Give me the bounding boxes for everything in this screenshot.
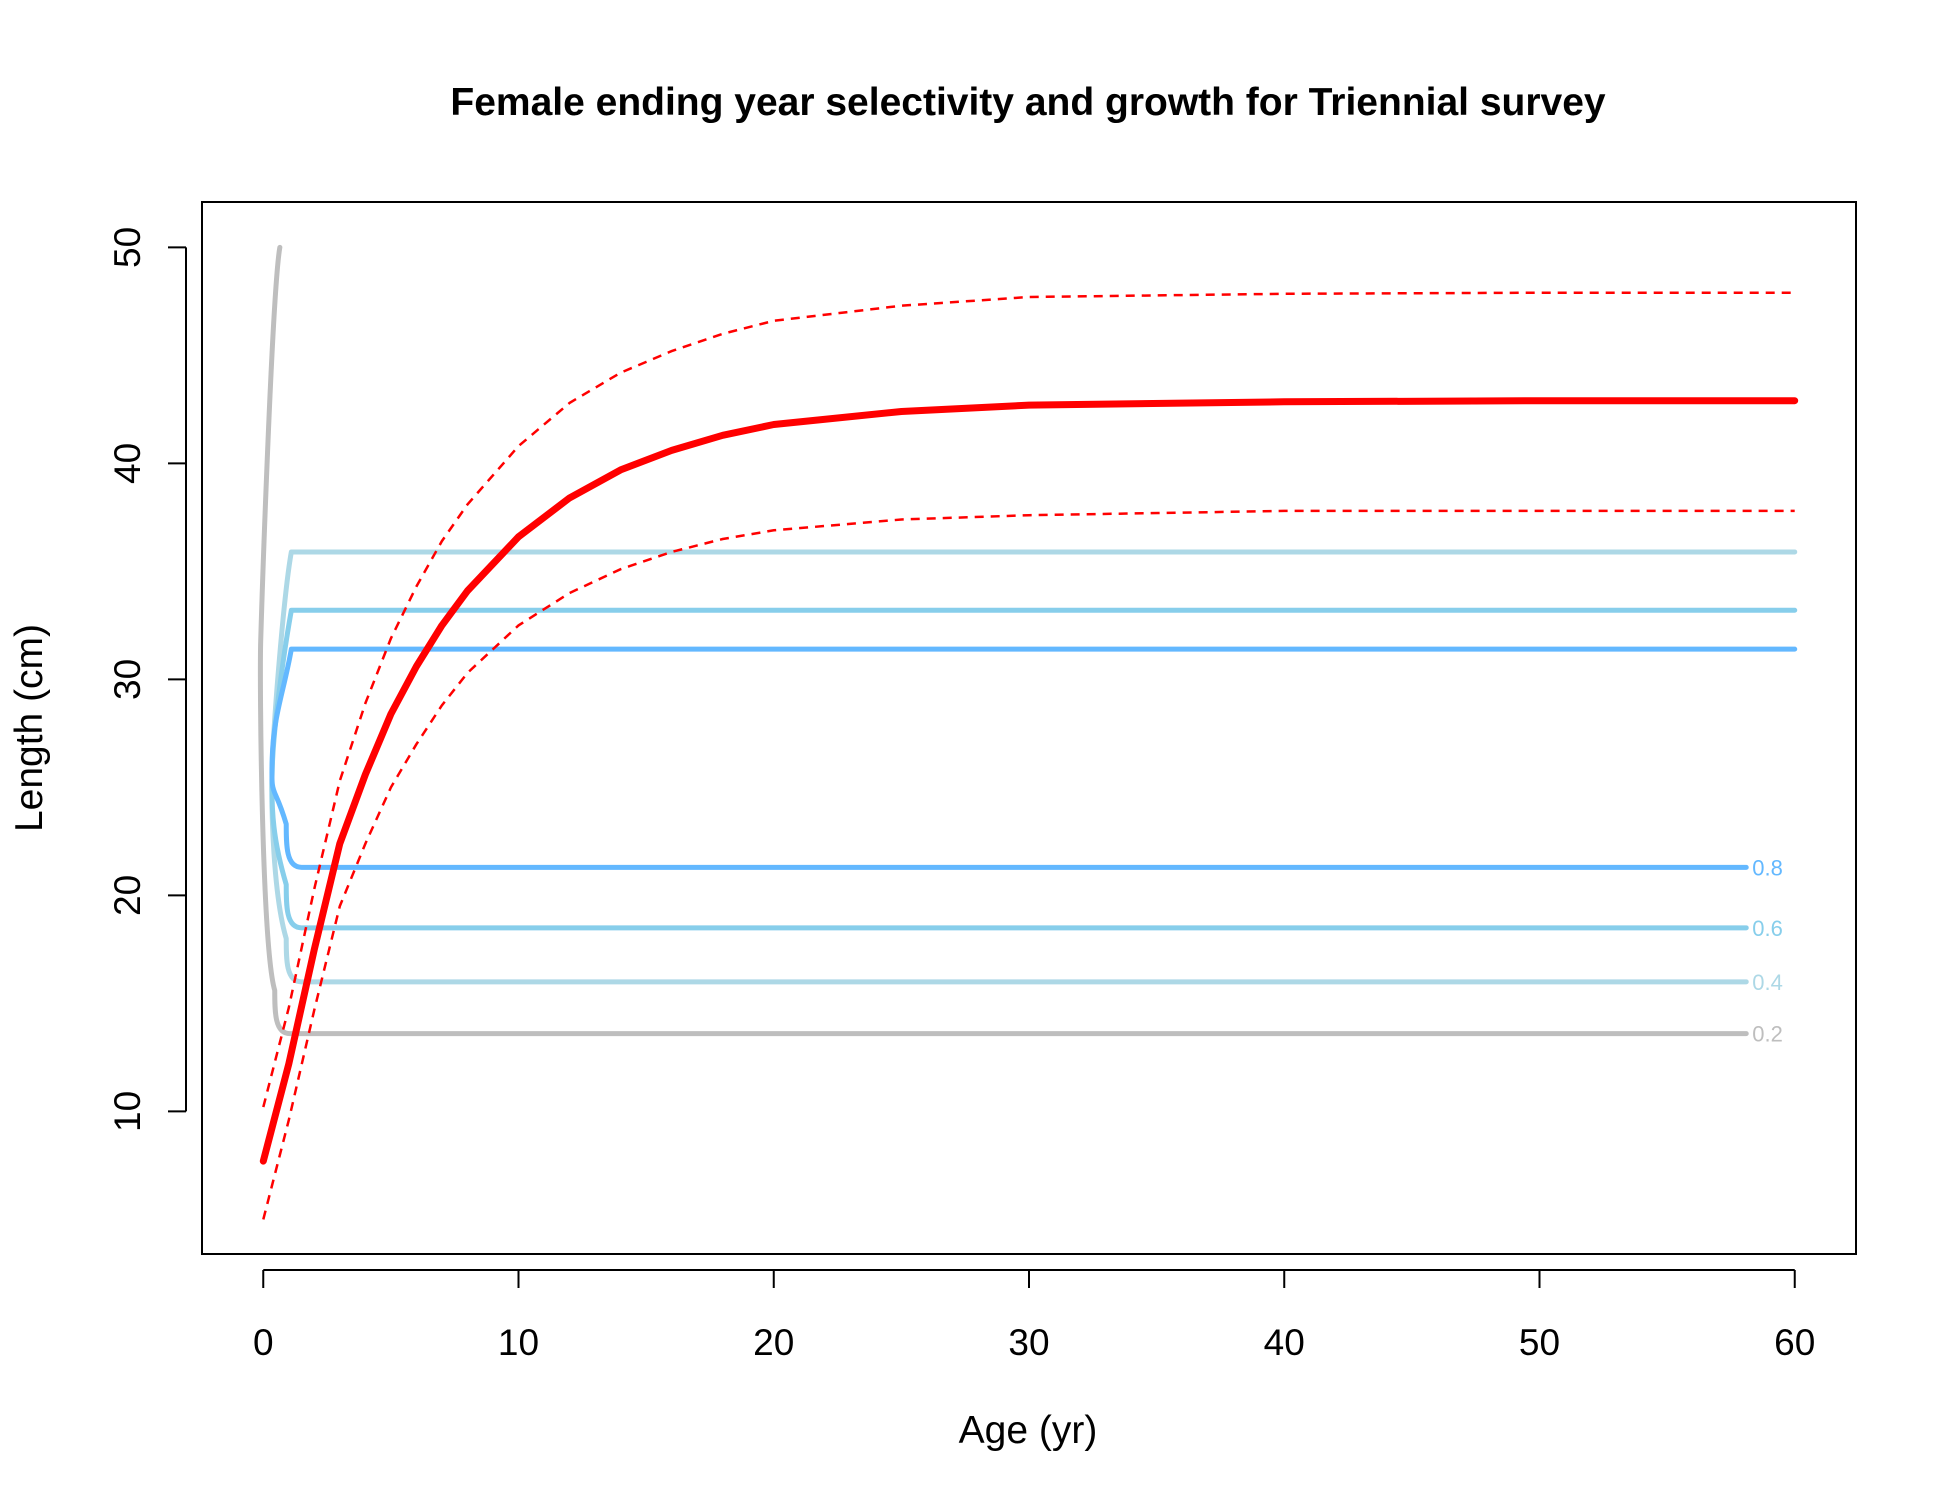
growth-lower-interval-line [262, 509, 1795, 1220]
x-tick-label: 0 [253, 1322, 274, 1363]
contour-label-08: 0.8 [1752, 855, 1783, 880]
x-axis: 0 10 20 30 40 50 60 [253, 1269, 1815, 1363]
x-tick-label: 20 [753, 1322, 794, 1363]
selectivity-contour-04 [269, 549, 1798, 985]
plot-frame [201, 201, 1857, 1255]
x-tick-label: 60 [1774, 1322, 1815, 1363]
y-tick-label: 40 [107, 443, 148, 484]
x-tick-label: 10 [498, 1322, 539, 1363]
y-tick-label: 30 [107, 659, 148, 700]
chart-title: Female ending year selectivity and growt… [450, 81, 1606, 124]
x-tick-label: 50 [1519, 1322, 1560, 1363]
y-tick-label: 20 [107, 875, 148, 916]
contour-label-02: 0.2 [1752, 1022, 1783, 1047]
contour-label-04: 0.4 [1752, 970, 1783, 995]
x-tick-label: 40 [1264, 1322, 1305, 1363]
selectivity-contour-02 [257, 244, 1749, 1037]
selectivity-contour-08 [269, 646, 1798, 870]
y-tick-label: 50 [107, 227, 148, 268]
growth-mean-line [259, 397, 1799, 1165]
growth-curves [259, 291, 1799, 1220]
y-axis: 10 20 30 40 50 [107, 227, 187, 1132]
x-axis-label: Age (yr) [959, 1409, 1098, 1452]
x-tick-label: 30 [1008, 1322, 1049, 1363]
y-axis-label: Length (cm) [8, 624, 51, 832]
contour-label-06: 0.6 [1752, 916, 1783, 941]
selectivity-contour-06 [269, 607, 1798, 931]
selectivity-contours: 0.2 0.4 0.6 0.8 [257, 244, 1798, 1047]
y-tick-label: 10 [107, 1091, 148, 1132]
growth-upper-interval-line [262, 291, 1795, 1108]
